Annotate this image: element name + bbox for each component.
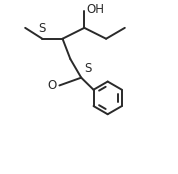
Text: OH: OH (87, 3, 105, 17)
Text: S: S (84, 62, 92, 74)
Text: O: O (47, 79, 56, 92)
Text: S: S (39, 22, 46, 35)
